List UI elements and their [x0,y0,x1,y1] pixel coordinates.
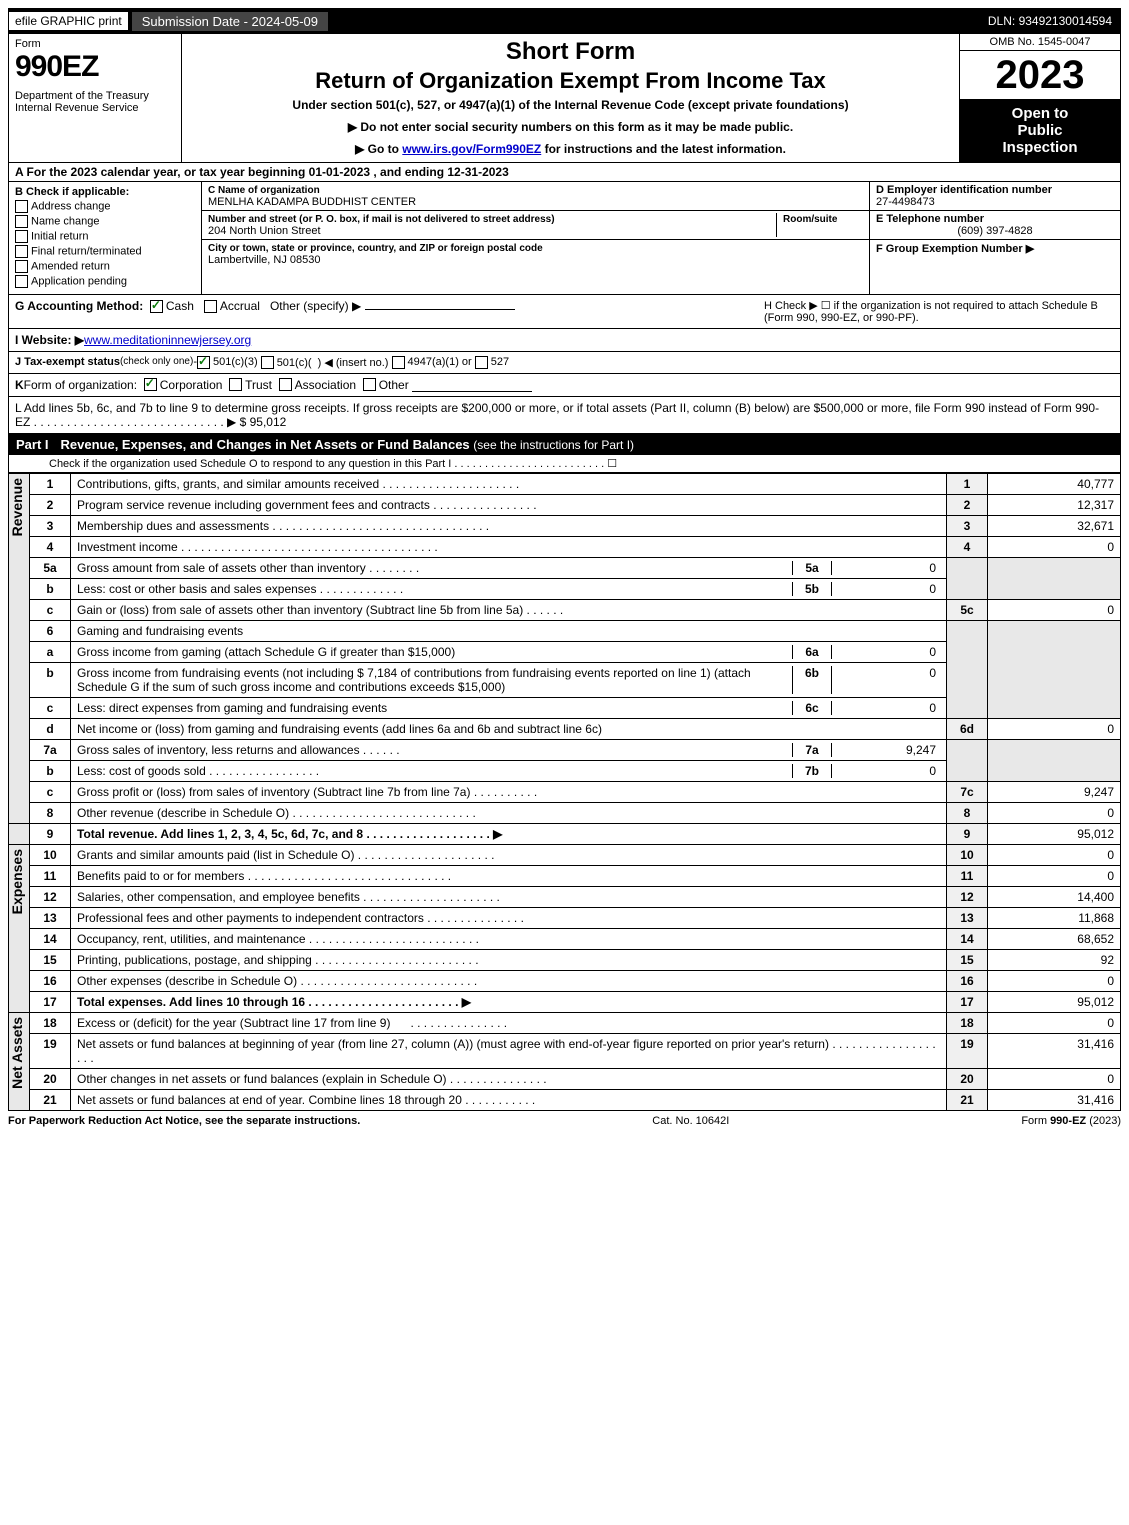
name-label: C Name of organization [208,185,320,196]
part-i-label: Part I [16,437,49,452]
efile-label[interactable]: efile GRAPHIC print [9,12,128,30]
expenses-vlabel: Expenses [9,845,25,918]
website-link[interactable]: www.meditationinnewjersey.org [84,333,251,347]
section-b-label: B Check if applicable: [15,186,129,198]
telephone: (609) 397-4828 [876,225,1114,237]
website-label: I Website: ▶ [15,333,84,347]
ein-label: D Employer identification number [876,184,1052,196]
header-left: Form 990EZ Department of the TreasuryInt… [9,34,182,162]
form-number: 990EZ [15,50,175,84]
gross-receipts: 95,012 [250,415,287,429]
open-inspection: Open toPublicInspection [960,99,1120,162]
section-d-e-f: D Employer identification number 27-4498… [869,182,1120,294]
cb-final-return[interactable]: Final return/terminated [15,245,195,258]
footer-cat: Cat. No. 10642I [652,1115,729,1127]
cb-501c3[interactable] [197,356,210,369]
revenue-vlabel: Revenue [9,474,25,540]
under-section: Under section 501(c), 527, or 4947(a)(1)… [192,98,949,112]
dept-label: Department of the TreasuryInternal Reven… [15,90,175,114]
cb-corporation[interactable] [144,378,157,391]
section-l: L Add lines 5b, 6c, and 7b to line 9 to … [8,397,1121,434]
section-j: J Tax-exempt status (check only one) - 5… [8,352,1121,374]
cb-address-change[interactable]: Address change [15,200,195,213]
cb-application-pending[interactable]: Application pending [15,275,195,288]
city-label: City or town, state or province, country… [208,243,543,254]
footer-right: Form 990-EZ (2023) [1021,1115,1121,1127]
section-h: H Check ▶ ☐ if the organization is not r… [764,299,1114,324]
section-a: A For the 2023 calendar year, or tax yea… [8,163,1121,182]
city-state-zip: Lambertville, NJ 08530 [208,254,321,266]
irs-link[interactable]: www.irs.gov/Form990EZ [402,142,541,156]
part-i-title: Revenue, Expenses, and Changes in Net As… [61,437,470,452]
addr-label: Number and street (or P. O. box, if mail… [208,214,555,225]
room-label: Room/suite [783,214,837,225]
section-c: C Name of organization MENLHA KADAMPA BU… [202,182,869,294]
part-i-check: Check if the organization used Schedule … [8,455,1121,473]
dln: DLN: 93492130014594 [980,12,1120,30]
form-header: Form 990EZ Department of the TreasuryInt… [8,34,1121,163]
street-address: 204 North Union Street [208,225,321,237]
section-b: B Check if applicable: Address change Na… [9,182,202,294]
org-name: MENLHA KADAMPA BUDDHIST CENTER [208,196,416,208]
part-i-subtitle: (see the instructions for Part I) [473,438,634,452]
bullet-1: ▶ Do not enter social security numbers o… [192,120,949,134]
cb-other-org[interactable] [363,378,376,391]
cb-association[interactable] [279,378,292,391]
group-label: F Group Exemption Number ▶ [876,243,1034,255]
cb-amended-return[interactable]: Amended return [15,260,195,273]
tel-label: E Telephone number [876,213,984,225]
main-title: Return of Organization Exempt From Incom… [192,68,949,94]
cb-trust[interactable] [229,378,242,391]
main-info: B Check if applicable: Address change Na… [8,182,1121,295]
header-center: Short Form Return of Organization Exempt… [182,34,959,162]
part-i-table: Revenue 1Contributions, gifts, grants, a… [8,473,1121,1111]
section-i: I Website: ▶ www.meditationinnewjersey.o… [8,329,1121,352]
netassets-vlabel: Net Assets [9,1013,25,1093]
footer: For Paperwork Reduction Act Notice, see … [8,1115,1121,1127]
cb-527[interactable] [475,356,488,369]
ein: 27-4498473 [876,196,935,208]
short-form-title: Short Form [192,38,949,66]
cb-name-change[interactable]: Name change [15,215,195,228]
header-right: OMB No. 1545-0047 2023 Open toPublicInsp… [959,34,1120,162]
omb-number: OMB No. 1545-0047 [960,34,1120,51]
form-label: Form [15,38,175,50]
footer-left: For Paperwork Reduction Act Notice, see … [8,1115,360,1127]
top-bar: efile GRAPHIC print Submission Date - 20… [8,8,1121,34]
tax-year: 2023 [960,51,1120,99]
cb-501c[interactable] [261,356,274,369]
cb-accrual[interactable] [204,300,217,313]
cb-cash[interactable] [150,300,163,313]
submission-date: Submission Date - 2024-05-09 [132,12,328,31]
section-k: K Form of organization: Corporation Trus… [8,374,1121,397]
part-i-header: Part I Revenue, Expenses, and Changes in… [8,434,1121,455]
bullet-2: ▶ Go to www.irs.gov/Form990EZ for instru… [192,142,949,156]
section-g-h: G Accounting Method: Cash Accrual Other … [8,295,1121,329]
cb-4947[interactable] [392,356,405,369]
cb-initial-return[interactable]: Initial return [15,230,195,243]
section-g: G Accounting Method: Cash Accrual Other … [15,299,515,324]
